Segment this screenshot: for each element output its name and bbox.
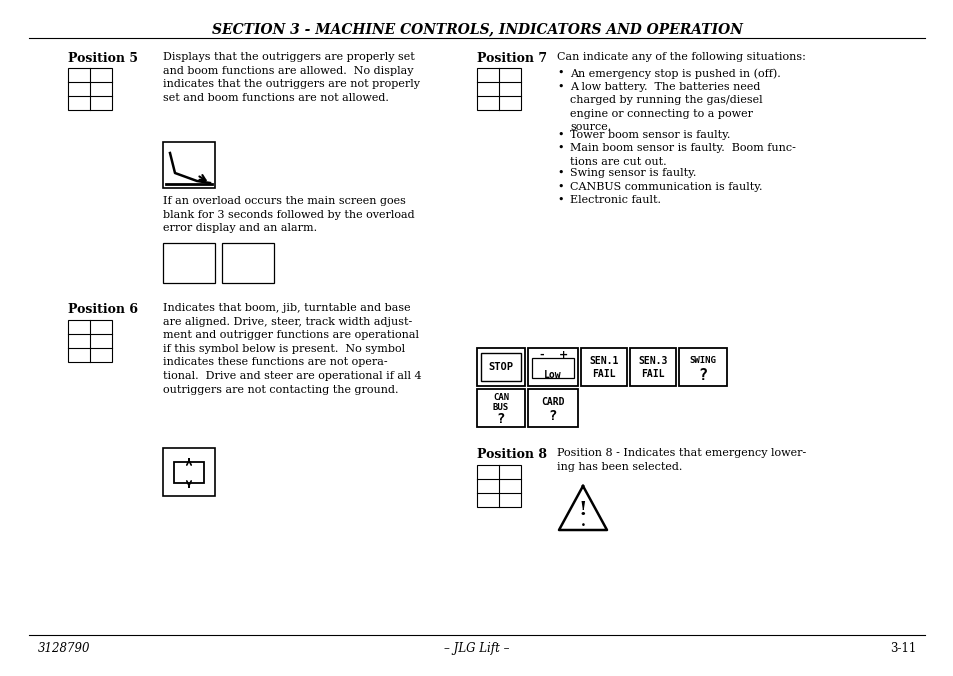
Bar bbox=[163, 243, 214, 283]
Bar bbox=[476, 389, 524, 427]
Bar bbox=[222, 243, 274, 283]
Text: If an overload occurs the main screen goes
blank for 3 seconds followed by the o: If an overload occurs the main screen go… bbox=[163, 196, 415, 233]
Bar bbox=[527, 389, 578, 427]
Text: SWING: SWING bbox=[689, 356, 716, 364]
Bar bbox=[163, 448, 214, 496]
Bar bbox=[163, 142, 214, 188]
Text: •: • bbox=[557, 195, 563, 205]
Text: Main boom sensor is faulty.  Boom func-
tions are cut out.: Main boom sensor is faulty. Boom func- t… bbox=[569, 143, 795, 166]
Text: – JLG Lift –: – JLG Lift – bbox=[444, 642, 509, 655]
Text: Tower boom sensor is faulty.: Tower boom sensor is faulty. bbox=[569, 130, 730, 139]
Text: Electronic fault.: Electronic fault. bbox=[569, 195, 660, 205]
Bar bbox=[173, 462, 204, 483]
Text: ?: ? bbox=[497, 412, 505, 426]
Bar bbox=[68, 68, 112, 110]
Text: ?: ? bbox=[548, 410, 557, 423]
Text: •: • bbox=[557, 168, 563, 178]
Text: !: ! bbox=[578, 501, 587, 519]
Bar bbox=[476, 348, 524, 386]
Text: An emergency stop is pushed in (off).: An emergency stop is pushed in (off). bbox=[569, 68, 780, 78]
Text: Position 6: Position 6 bbox=[68, 303, 138, 316]
Text: Can indicate any of the following situations:: Can indicate any of the following situat… bbox=[557, 52, 805, 62]
Bar bbox=[476, 465, 520, 507]
Bar bbox=[532, 358, 574, 378]
Text: BUS: BUS bbox=[493, 404, 509, 412]
Text: .: . bbox=[580, 515, 585, 529]
Bar bbox=[629, 348, 676, 386]
Bar bbox=[679, 348, 726, 386]
Text: Position 8: Position 8 bbox=[476, 448, 546, 461]
Text: CARD: CARD bbox=[540, 397, 564, 408]
Text: •: • bbox=[557, 143, 563, 153]
Bar bbox=[476, 68, 520, 110]
Bar bbox=[480, 353, 520, 381]
Text: •: • bbox=[557, 68, 563, 78]
Bar bbox=[580, 348, 626, 386]
Text: FAIL: FAIL bbox=[592, 369, 615, 379]
Bar bbox=[527, 348, 578, 386]
Text: Low: Low bbox=[543, 370, 561, 380]
Text: 3-11: 3-11 bbox=[889, 642, 915, 655]
Text: •: • bbox=[557, 181, 563, 191]
Text: CAN: CAN bbox=[493, 393, 509, 402]
Text: +: + bbox=[558, 350, 568, 360]
Text: •: • bbox=[557, 82, 563, 91]
Text: A low battery.  The batteries need
charged by running the gas/diesel
engine or c: A low battery. The batteries need charge… bbox=[569, 82, 761, 132]
Text: Displays that the outriggers are properly set
and boom functions are allowed.  N: Displays that the outriggers are properl… bbox=[163, 52, 419, 103]
Text: Swing sensor is faulty.: Swing sensor is faulty. bbox=[569, 168, 696, 178]
Text: FAIL: FAIL bbox=[640, 369, 664, 379]
Text: SECTION 3 - MACHINE CONTROLS, INDICATORS AND OPERATION: SECTION 3 - MACHINE CONTROLS, INDICATORS… bbox=[212, 22, 741, 36]
Bar bbox=[68, 320, 112, 362]
Text: ?: ? bbox=[698, 368, 707, 383]
Text: -: - bbox=[539, 350, 544, 360]
Text: Position 5: Position 5 bbox=[68, 52, 138, 65]
Text: 3128790: 3128790 bbox=[38, 642, 91, 655]
Text: •: • bbox=[557, 130, 563, 139]
Text: Indicates that boom, jib, turntable and base
are aligned. Drive, steer, track wi: Indicates that boom, jib, turntable and … bbox=[163, 303, 421, 395]
Text: STOP: STOP bbox=[488, 362, 513, 372]
Text: CANBUS communication is faulty.: CANBUS communication is faulty. bbox=[569, 181, 761, 191]
Text: SEN.3: SEN.3 bbox=[638, 356, 667, 366]
Text: SEN.1: SEN.1 bbox=[589, 356, 618, 366]
Text: Position 8 - Indicates that emergency lower-
ing has been selected.: Position 8 - Indicates that emergency lo… bbox=[557, 448, 805, 472]
Text: Position 7: Position 7 bbox=[476, 52, 547, 65]
